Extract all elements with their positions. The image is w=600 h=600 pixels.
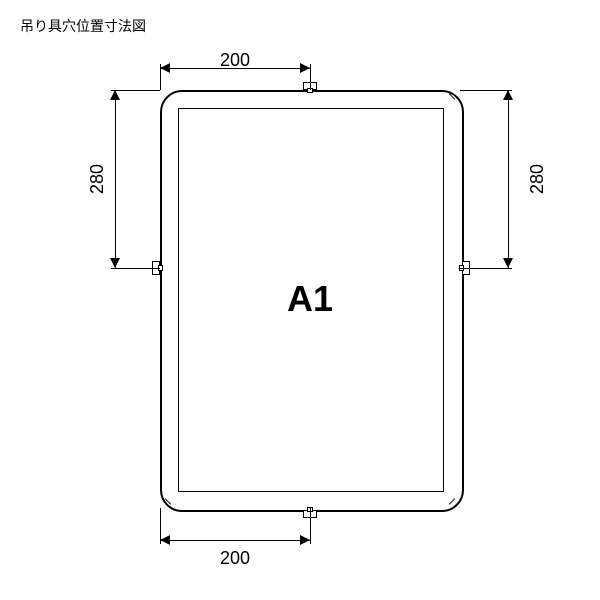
diagram-title: 吊り具穴位置寸法図 [20, 16, 146, 36]
arrow-left-u [110, 90, 120, 100]
dim-line-bottom [160, 540, 310, 541]
size-label: A1 [287, 278, 333, 320]
ext-bottom-2 [310, 508, 311, 544]
ext-left-2 [111, 268, 160, 269]
arrow-bottom-r [300, 535, 310, 545]
dim-text-bottom: 200 [215, 548, 255, 569]
dim-text-right: 280 [527, 164, 548, 194]
dim-line-left [115, 90, 116, 268]
arrow-bottom-l [160, 535, 170, 545]
arrow-right-d [503, 258, 513, 268]
dim-text-left: 280 [87, 164, 108, 194]
arrow-top-l [160, 63, 170, 73]
ext-top-2 [310, 64, 311, 90]
dim-text-top: 200 [215, 50, 255, 71]
arrow-left-d [110, 258, 120, 268]
arrow-top-r [300, 63, 310, 73]
diagram-stage: 吊り具穴位置寸法図 A1 200 200 280 280 [0, 0, 600, 600]
dim-line-right [508, 90, 509, 268]
arrow-right-u [503, 90, 513, 100]
ext-right-2 [460, 268, 512, 269]
